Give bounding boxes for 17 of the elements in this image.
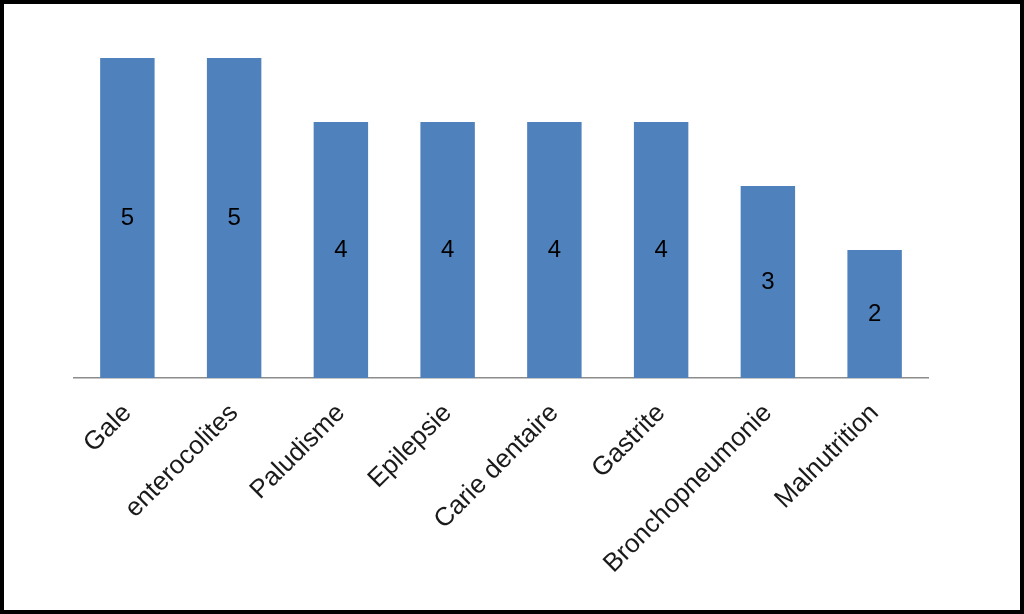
data-label: 5 [120, 202, 135, 230]
bar [313, 122, 369, 378]
bar [420, 122, 475, 378]
data-label: 4 [440, 234, 455, 262]
bar [847, 250, 902, 378]
data-label: 5 [227, 202, 241, 230]
bar [740, 186, 796, 378]
data-label: 4 [334, 234, 348, 262]
bar [633, 122, 689, 378]
data-label: 3 [761, 266, 775, 294]
x-tick-label: Gale [76, 397, 137, 458]
data-label: 4 [547, 234, 562, 262]
bar [527, 122, 582, 378]
data-label: 4 [654, 234, 668, 262]
bar [100, 58, 155, 378]
bar [206, 58, 262, 378]
data-label: 2 [867, 298, 882, 326]
